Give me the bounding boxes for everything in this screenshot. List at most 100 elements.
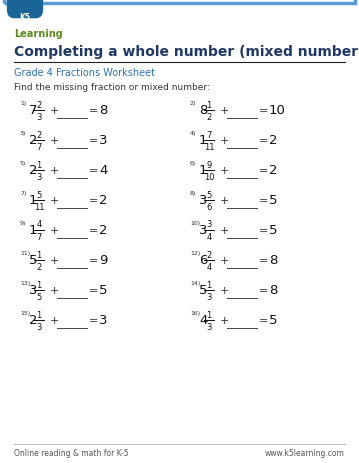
Text: Online reading & math for K-5: Online reading & math for K-5 (14, 448, 129, 457)
Text: 3: 3 (36, 113, 42, 122)
FancyBboxPatch shape (7, 0, 43, 19)
Text: 5: 5 (36, 293, 42, 302)
Text: 1: 1 (29, 224, 37, 237)
Text: 2: 2 (29, 314, 37, 327)
Text: 5: 5 (269, 314, 278, 327)
Text: 2: 2 (36, 130, 42, 139)
Text: www.k5learning.com: www.k5learning.com (265, 448, 345, 457)
Text: +: + (220, 285, 229, 295)
Text: +: + (220, 256, 229, 265)
Text: 11: 11 (204, 143, 214, 152)
Text: 1: 1 (206, 310, 211, 319)
Text: 3: 3 (206, 293, 212, 302)
Text: =: = (259, 195, 269, 206)
Text: +: + (50, 195, 59, 206)
Text: =: = (89, 256, 98, 265)
Text: 9: 9 (206, 160, 211, 169)
Text: 8): 8) (190, 191, 196, 195)
Text: 1: 1 (206, 100, 211, 109)
Text: 2: 2 (36, 100, 42, 109)
Text: 5: 5 (269, 224, 278, 237)
Text: 10): 10) (190, 220, 200, 225)
Text: 2: 2 (36, 263, 42, 272)
Text: 2: 2 (29, 164, 37, 177)
Text: =: = (89, 166, 98, 175)
Text: 8: 8 (269, 284, 278, 297)
Text: =: = (259, 136, 269, 146)
Text: =: = (89, 285, 98, 295)
Text: 1): 1) (20, 101, 26, 106)
Text: 6): 6) (190, 161, 196, 166)
Text: 5: 5 (36, 190, 42, 199)
Text: +: + (50, 256, 59, 265)
Text: 4): 4) (190, 131, 196, 136)
Text: +: + (50, 225, 59, 236)
Text: 1: 1 (29, 194, 37, 207)
Text: 1: 1 (206, 280, 211, 289)
Text: =: = (89, 315, 98, 325)
Text: Grade 4 Fractions Worksheet: Grade 4 Fractions Worksheet (14, 68, 155, 78)
Text: 4: 4 (199, 314, 208, 327)
Text: =: = (259, 106, 269, 116)
Text: =: = (89, 106, 98, 116)
Text: 3: 3 (99, 134, 107, 147)
Text: 1: 1 (36, 250, 42, 259)
Text: 12): 12) (190, 250, 200, 256)
Text: +: + (220, 315, 229, 325)
Text: 7: 7 (36, 143, 42, 152)
Text: +: + (220, 166, 229, 175)
Text: 1: 1 (36, 310, 42, 319)
Text: 3: 3 (199, 194, 208, 207)
Text: =: = (259, 285, 269, 295)
Text: 2: 2 (269, 164, 278, 177)
Text: 1: 1 (199, 134, 208, 147)
Text: 6: 6 (199, 254, 208, 267)
Text: =: = (259, 225, 269, 236)
Text: 14): 14) (190, 281, 200, 285)
Text: 8: 8 (99, 104, 107, 117)
Text: 13): 13) (20, 281, 30, 285)
Text: +: + (50, 136, 59, 146)
Text: +: + (220, 225, 229, 236)
Text: =: = (259, 256, 269, 265)
Text: 15): 15) (20, 310, 30, 315)
Text: 4: 4 (36, 220, 42, 229)
Text: 8: 8 (199, 104, 208, 117)
Text: 7): 7) (20, 191, 26, 195)
Text: 5: 5 (206, 190, 211, 199)
Text: 4: 4 (206, 263, 211, 272)
Text: =: = (89, 136, 98, 146)
Text: 5: 5 (29, 254, 37, 267)
Text: +: + (220, 195, 229, 206)
Text: 3: 3 (36, 173, 42, 182)
Text: 10: 10 (204, 173, 214, 182)
Text: 2: 2 (269, 134, 278, 147)
Text: +: + (50, 315, 59, 325)
Text: 3: 3 (36, 323, 42, 332)
Text: 2: 2 (99, 224, 107, 237)
Text: 2: 2 (206, 250, 211, 259)
Text: +: + (50, 106, 59, 116)
Text: 3: 3 (29, 284, 37, 297)
Text: 4: 4 (206, 233, 211, 242)
Text: 3): 3) (20, 131, 26, 136)
Text: 16): 16) (190, 310, 200, 315)
Text: +: + (220, 136, 229, 146)
Text: 9: 9 (99, 254, 107, 267)
Text: Find the missing fraction or mixed number:: Find the missing fraction or mixed numbe… (14, 82, 210, 91)
Text: 5: 5 (269, 194, 278, 207)
Text: 4: 4 (99, 164, 107, 177)
Text: 3: 3 (206, 220, 212, 229)
Text: 5): 5) (20, 161, 26, 166)
Text: 7: 7 (36, 233, 42, 242)
Text: 11: 11 (34, 203, 44, 212)
Text: 7: 7 (206, 130, 212, 139)
Text: Learning: Learning (14, 29, 63, 39)
Text: +: + (50, 166, 59, 175)
Text: 6: 6 (206, 203, 212, 212)
Text: =: = (259, 315, 269, 325)
Text: +: + (220, 106, 229, 116)
Text: 3: 3 (206, 323, 212, 332)
Text: 3: 3 (99, 314, 107, 327)
Text: Completing a whole number (mixed numbers): Completing a whole number (mixed numbers… (14, 45, 359, 59)
